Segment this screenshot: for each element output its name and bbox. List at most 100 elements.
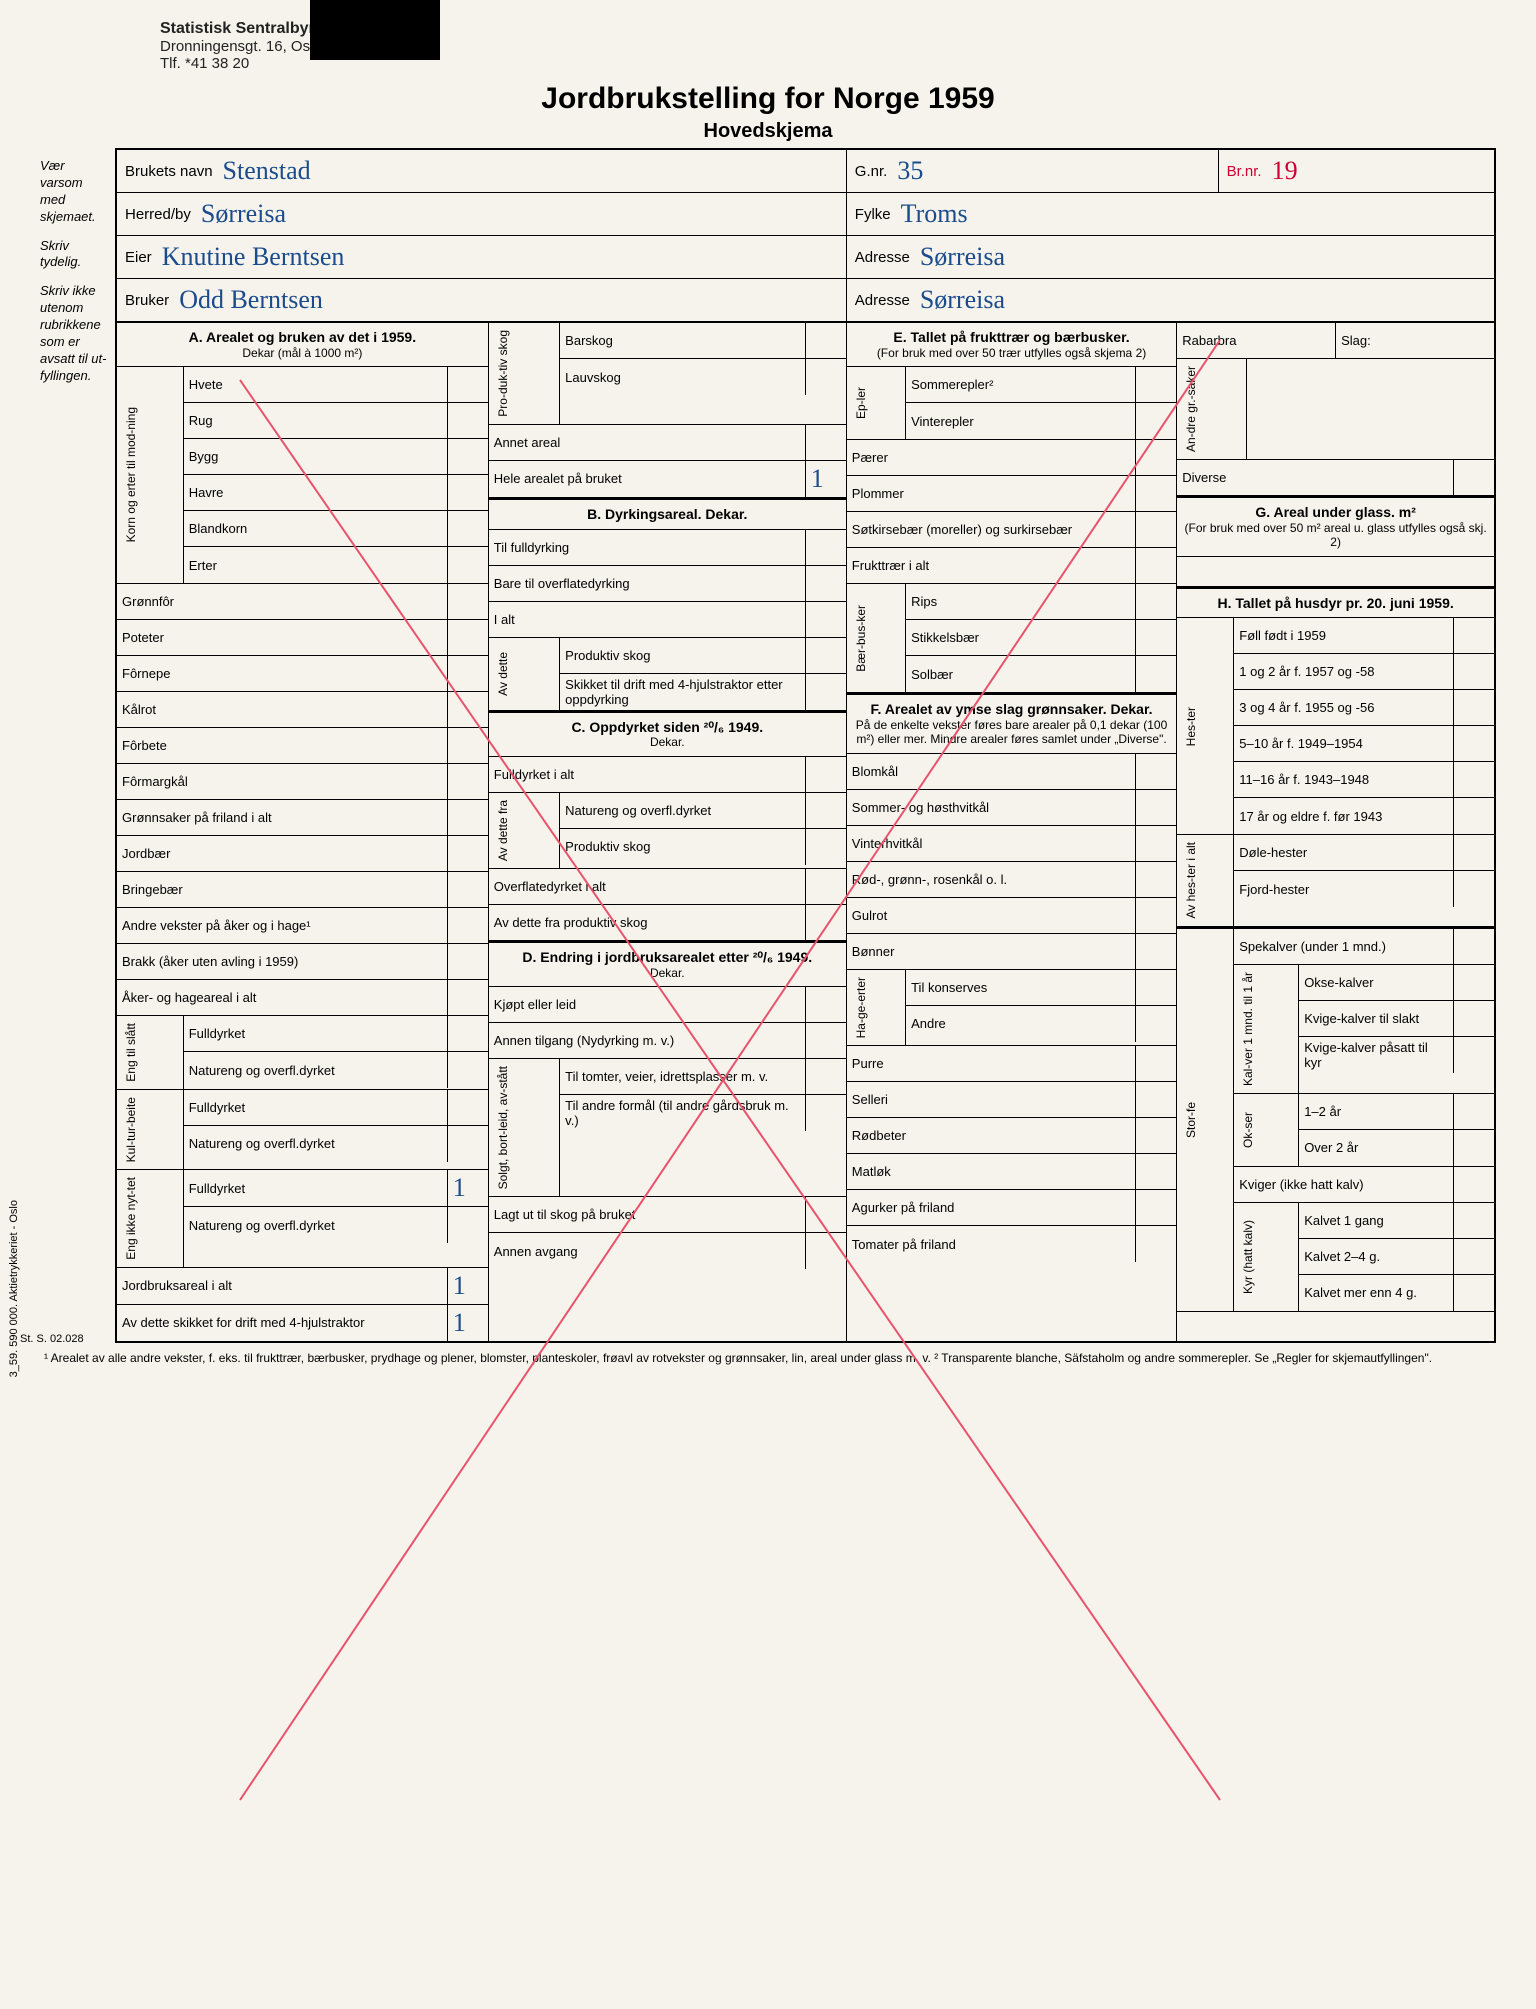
col-ef: E. Tallet på frukttrær og bærbusker.(For… <box>847 323 1177 1341</box>
row-lbl: Agurker på friland <box>847 1190 1136 1225</box>
row-lbl: Sommerepler² <box>906 367 1136 402</box>
row-lbl: Produktiv skog <box>560 829 806 865</box>
title-area: Jordbrukstelling for Norge 1959 Hovedskj… <box>40 82 1496 143</box>
row-lbl: Bønner <box>847 934 1136 969</box>
row-lbl: Blandkorn <box>184 511 448 546</box>
col-bcd: Pro-duk-tiv skog Barskog Lauvskog Annet … <box>489 323 847 1341</box>
lbl: Bruker <box>125 292 169 309</box>
row-lbl: Overflatedyrket i alt <box>489 869 806 904</box>
row-lbl: Fôrbete <box>117 728 448 763</box>
row-lbl: Kalvet 1 gang <box>1299 1203 1454 1238</box>
row-lbl: Bringebær <box>117 872 448 907</box>
sec-f-hdr: F. Arealet av ymse slag grønnsaker. Deka… <box>847 693 1176 754</box>
row-lbl: Åker- og hageareal i alt <box>117 980 448 1015</box>
row-lbl: Fulldyrket <box>184 1170 448 1206</box>
row-lbl: Søtkirsebær (moreller) og surkirsebær <box>847 512 1136 547</box>
subtitle: Hovedskjema <box>40 120 1496 143</box>
vlabel: Av dette <box>494 648 512 700</box>
lbl: Br.nr. <box>1227 163 1262 180</box>
row-lbl: Sommer- og høsthvitkål <box>847 790 1136 825</box>
row-lbl: Fulldyrket i alt <box>489 757 806 792</box>
row-lbl: 5–10 år f. 1949–1954 <box>1234 726 1454 761</box>
row-lbl: Tomater på friland <box>847 1226 1136 1262</box>
margin-note: Skriv tydelig. <box>40 238 107 272</box>
row-lbl: Kålrot <box>117 692 448 727</box>
form-table: Brukets navnStenstad G.nr.35 Br.nr.19 He… <box>115 148 1496 1343</box>
row-lbl: Fjord-hester <box>1234 871 1454 907</box>
row-lbl: Annen tilgang (Nydyrking m. v.) <box>489 1023 806 1058</box>
vlabel: Av dette fra <box>494 796 512 865</box>
row-lbl: Natureng og overfl.dyrket <box>184 1207 448 1243</box>
row-lbl: Over 2 år <box>1299 1130 1454 1166</box>
row-lbl: Plommer <box>847 476 1136 511</box>
row-lbl: Blomkål <box>847 754 1136 789</box>
hw-herred: Sørreisa <box>201 199 838 229</box>
row-lbl: Produktiv skog <box>560 638 806 673</box>
vlabel: Stor-fe <box>1182 1098 1200 1142</box>
hw-val: 1 <box>811 464 841 494</box>
row-lbl: Grønnfôr <box>117 584 448 619</box>
vlabel: Pro-duk-tiv skog <box>494 326 512 421</box>
row-lbl: Rød-, grønn-, rosenkål o. l. <box>847 862 1136 897</box>
col-gh: RabarbraSlag: An-dre gr.-saker Diverse G… <box>1177 323 1494 1341</box>
vlabel: Solgt, bort-leid, av-stått <box>494 1062 512 1193</box>
row-lbl: Annet areal <box>489 425 806 460</box>
lbl: Brukets navn <box>125 163 213 180</box>
row-lbl: Bygg <box>184 439 448 474</box>
row-lbl: Andre vekster på åker og i hage¹ <box>117 908 448 943</box>
lbl: Adresse <box>855 249 910 266</box>
row-lbl: Natureng og overfl.dyrket <box>560 793 806 828</box>
hw-bruker: Odd Berntsen <box>179 285 838 315</box>
row-lbl: Hele arealet på bruket <box>489 461 806 497</box>
row-lbl: Spekalver (under 1 mnd.) <box>1234 929 1454 964</box>
row-lbl: Vinterepler <box>906 403 1136 439</box>
margin-notes: Vær varsom med skjemaet. Skriv tydelig. … <box>40 148 115 1343</box>
row-lbl: Jordbruksareal i alt <box>117 1268 448 1304</box>
row-lbl: Hvete <box>184 367 448 402</box>
row-lbl: Selleri <box>847 1082 1136 1117</box>
footnote: ¹ Arealet av alle andre vekster, f. eks.… <box>40 1343 1496 1375</box>
hw-val: 1 <box>453 1173 483 1203</box>
row-lbl: Fulldyrket <box>184 1016 448 1051</box>
vlabel: Kal-ver 1 mnd. til 1 år <box>1239 968 1257 1090</box>
hw-fylke: Troms <box>901 199 1486 229</box>
row-lbl: Diverse <box>1177 460 1454 495</box>
row-lbl: Kalvet 2–4 g. <box>1299 1239 1454 1274</box>
row-lbl: Frukttrær i alt <box>847 548 1136 583</box>
vlabel: Ok-ser <box>1239 1108 1257 1152</box>
vlabel: Eng til slått <box>122 1019 140 1086</box>
vlabel: Eng ikke nyt-tet <box>122 1173 140 1264</box>
row-lbl: Til fulldyrking <box>489 530 806 565</box>
row-lbl: Annen avgang <box>489 1233 806 1269</box>
row-lbl: Fôrmargkål <box>117 764 448 799</box>
hw-brnr: 19 <box>1272 156 1486 186</box>
row-lbl: Kvige-kalver påsatt til kyr <box>1299 1037 1454 1073</box>
row-lbl: Erter <box>184 547 448 583</box>
row-lbl: Lauvskog <box>560 359 806 395</box>
main-grid: A. Arealet og bruken av det i 1959.Dekar… <box>117 323 1494 1341</box>
row-lbl: Til konserves <box>906 970 1136 1005</box>
row-lbl: I alt <box>489 602 806 637</box>
vlabel: Hes-ter <box>1182 703 1200 750</box>
row-lbl: Barskog <box>560 323 806 358</box>
row-lbl: 17 år og eldre f. før 1943 <box>1234 798 1454 834</box>
lbl: Adresse <box>855 292 910 309</box>
row-lbl: Bare til overflatedyrking <box>489 566 806 601</box>
sec-c-hdr: C. Oppdyrket siden ²⁰/₆ 1949.Dekar. <box>489 711 846 757</box>
row-lbl: Havre <box>184 475 448 510</box>
row-lbl: Rødbeter <box>847 1118 1136 1153</box>
row-lbl: Gulrot <box>847 898 1136 933</box>
side-print: 3_59. 590 000. Aktietrykkeriet - Oslo <box>8 1200 20 1377</box>
lbl: G.nr. <box>855 163 888 180</box>
hw-brukets-navn: Stenstad <box>223 156 838 186</box>
lbl: Eier <box>125 249 152 266</box>
stamp: St. S. 02.028 <box>20 1333 84 1345</box>
sec-h-hdr: H. Tallet på husdyr pr. 20. juni 1959. <box>1177 587 1494 619</box>
hw-val: 1 <box>453 1271 483 1301</box>
row-lbl: Av dette fra produktiv skog <box>489 905 806 940</box>
row-lbl: Slag: <box>1336 323 1494 358</box>
vlabel: Bær-bus-ker <box>852 601 870 676</box>
row-lbl: Grønnsaker på friland i alt <box>117 800 448 835</box>
row-lbl: Pærer <box>847 440 1136 475</box>
vlabel: An-dre gr.-saker <box>1182 362 1200 456</box>
